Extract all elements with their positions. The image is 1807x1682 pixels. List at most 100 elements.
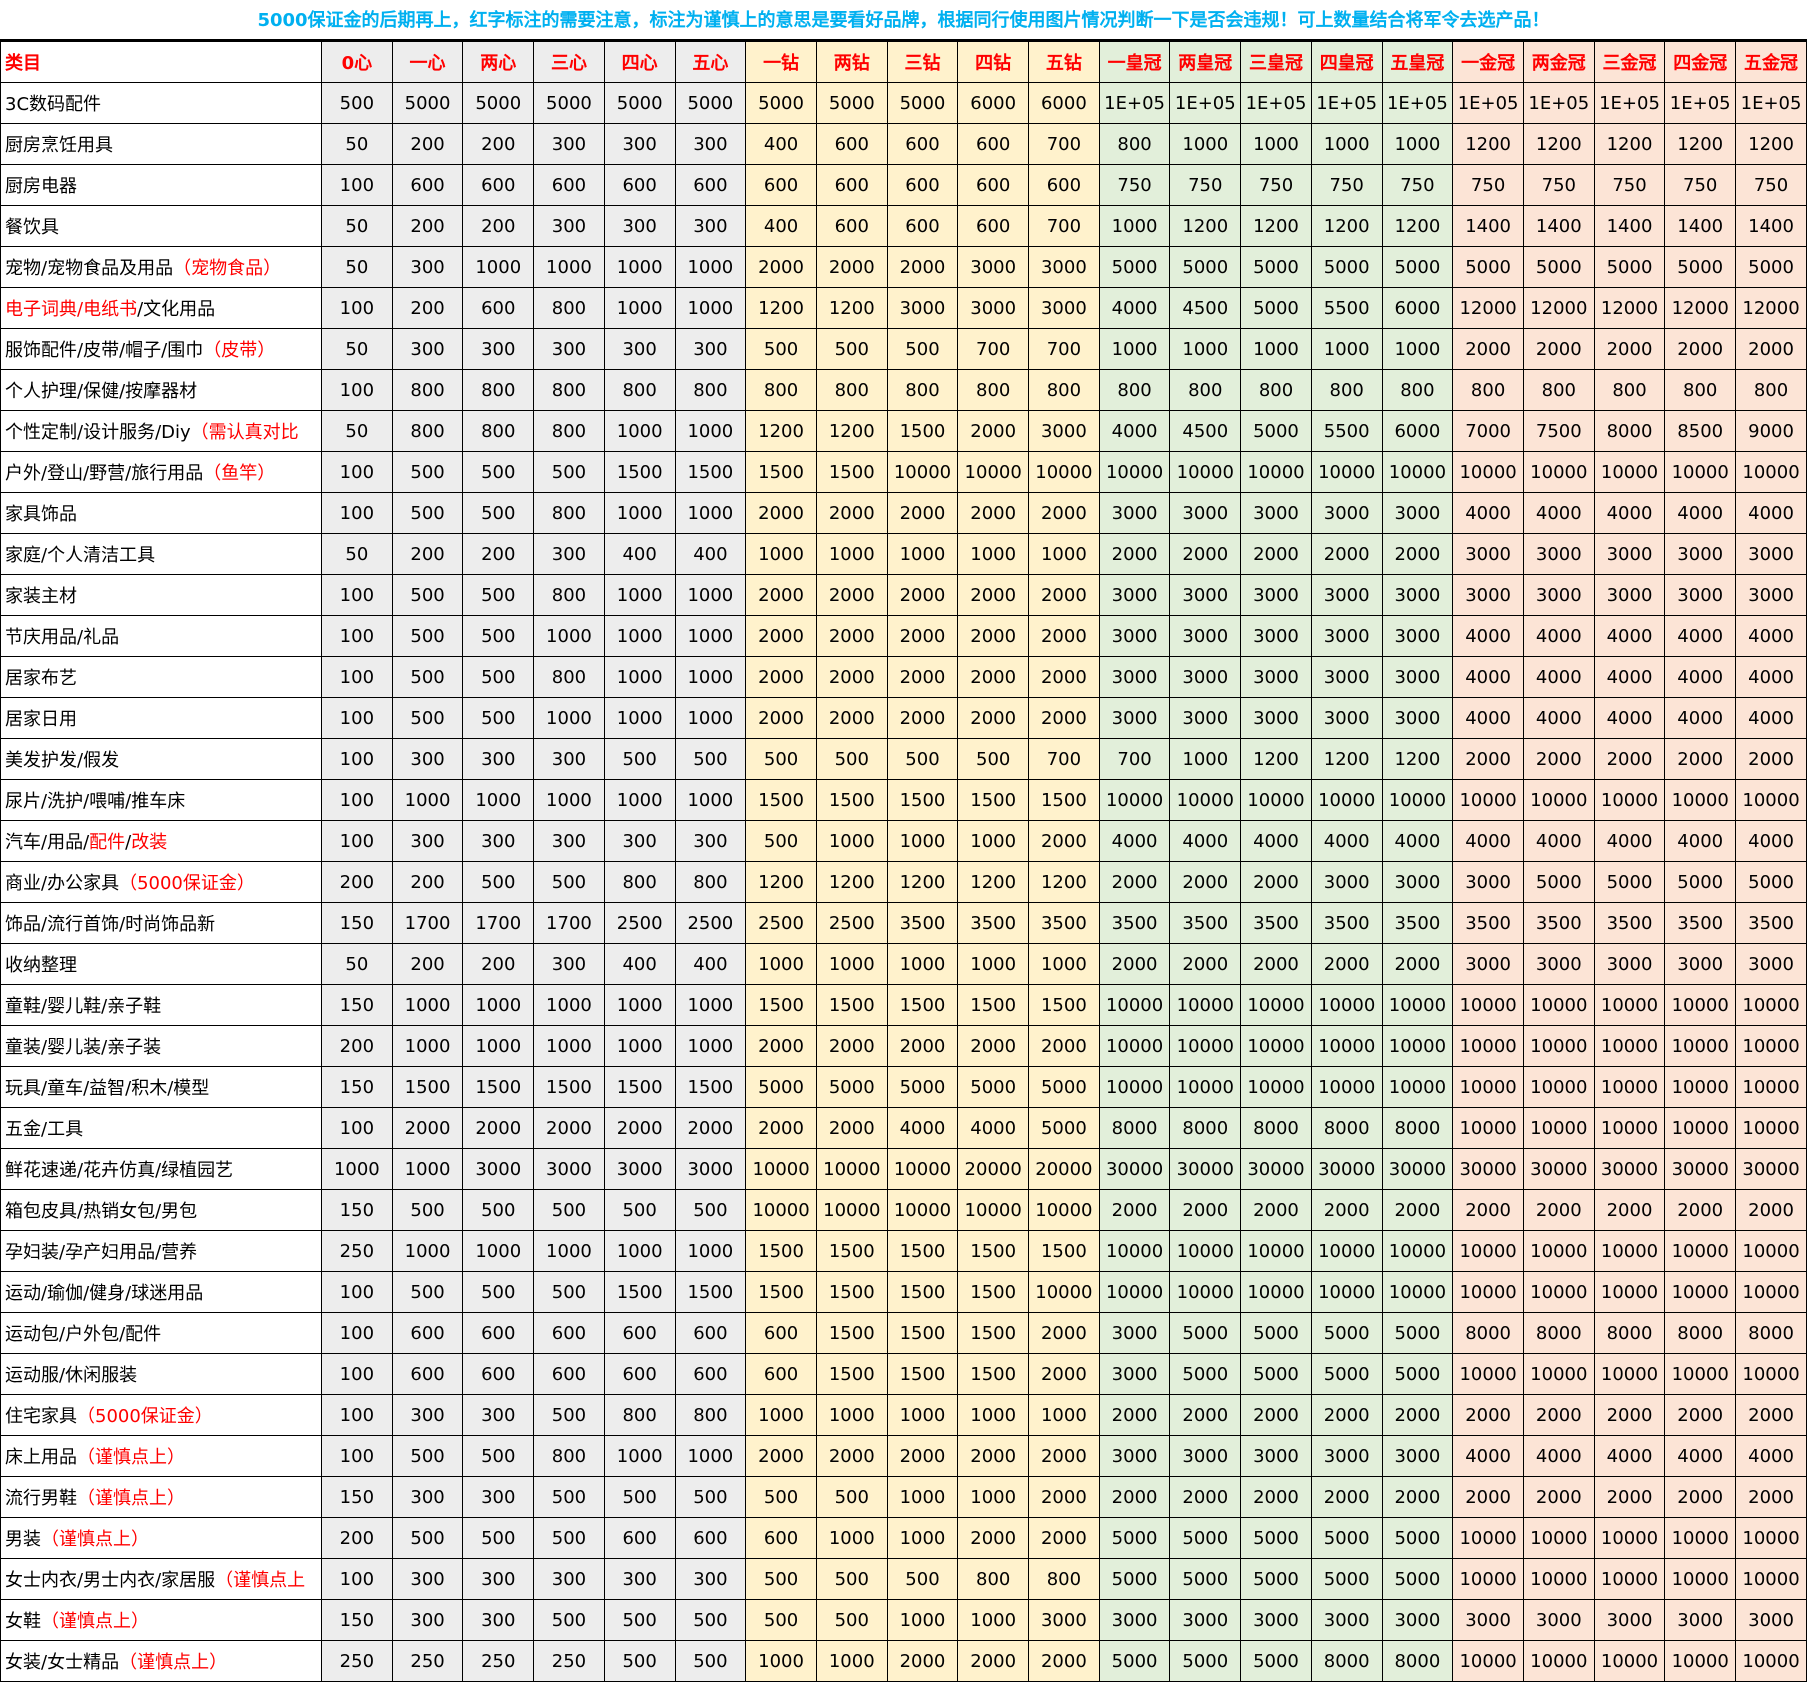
- value-cell[interactable]: 2000: [1664, 738, 1737, 780]
- value-cell[interactable]: 1500: [815, 1230, 888, 1272]
- value-cell[interactable]: 800: [603, 1394, 676, 1436]
- value-cell[interactable]: 2000: [1098, 1189, 1171, 1231]
- value-cell[interactable]: 100: [321, 1271, 393, 1313]
- value-cell[interactable]: 3000: [1240, 1599, 1312, 1641]
- value-cell[interactable]: 750: [1098, 164, 1171, 206]
- category-cell[interactable]: 箱包皮具/热销女包/男包: [0, 1189, 322, 1231]
- value-cell[interactable]: 5000: [1381, 246, 1454, 288]
- value-cell[interactable]: 1500: [533, 1066, 605, 1108]
- value-cell[interactable]: 1000: [745, 1394, 817, 1436]
- value-cell[interactable]: 1000: [957, 1599, 1030, 1641]
- value-cell[interactable]: 500: [462, 1189, 535, 1231]
- category-cell[interactable]: 厨房烹饪用具: [0, 123, 322, 165]
- value-cell[interactable]: 9000: [1735, 410, 1807, 452]
- value-cell[interactable]: 1000: [1310, 328, 1383, 370]
- value-cell[interactable]: 5000: [957, 1066, 1030, 1108]
- value-cell[interactable]: 400: [603, 533, 676, 575]
- value-cell[interactable]: 1000: [886, 1476, 959, 1518]
- value-cell[interactable]: 600: [674, 164, 747, 206]
- value-cell[interactable]: 1000: [957, 943, 1030, 985]
- value-cell[interactable]: 10000: [1664, 1230, 1737, 1272]
- value-cell[interactable]: 5000: [391, 82, 464, 124]
- value-cell[interactable]: 2000: [957, 697, 1030, 739]
- value-cell[interactable]: 4000: [1664, 1435, 1737, 1477]
- value-cell[interactable]: 600: [533, 164, 605, 206]
- value-cell[interactable]: 4000: [1664, 615, 1737, 657]
- value-cell[interactable]: 4000: [1735, 492, 1807, 534]
- value-cell[interactable]: 5000: [1028, 1066, 1100, 1108]
- value-cell[interactable]: 1500: [391, 1066, 464, 1108]
- value-cell[interactable]: 600: [815, 164, 888, 206]
- value-cell[interactable]: 800: [1028, 1558, 1100, 1600]
- value-cell[interactable]: 3000: [1381, 574, 1454, 616]
- value-cell[interactable]: 1000: [674, 656, 747, 698]
- value-cell[interactable]: 12000: [1593, 287, 1666, 329]
- value-cell[interactable]: 500: [321, 82, 393, 124]
- value-cell[interactable]: 10000: [1098, 779, 1171, 821]
- value-cell[interactable]: 10000: [1310, 779, 1383, 821]
- value-cell[interactable]: 50: [321, 410, 393, 452]
- value-cell[interactable]: 2000: [957, 615, 1030, 657]
- value-cell[interactable]: 500: [886, 738, 959, 780]
- value-cell[interactable]: 600: [603, 164, 676, 206]
- value-cell[interactable]: 10000: [1310, 1230, 1383, 1272]
- value-cell[interactable]: 10000: [1098, 1271, 1171, 1313]
- value-cell[interactable]: 1500: [886, 1230, 959, 1272]
- value-cell[interactable]: 800: [1735, 369, 1807, 411]
- value-cell[interactable]: 500: [815, 1558, 888, 1600]
- value-cell[interactable]: 5000: [1310, 1517, 1383, 1559]
- value-cell[interactable]: 1200: [1169, 205, 1242, 247]
- value-cell[interactable]: 100: [321, 738, 393, 780]
- value-cell[interactable]: 1000: [886, 533, 959, 575]
- value-cell[interactable]: 3500: [1240, 902, 1312, 944]
- value-cell[interactable]: 2000: [1028, 697, 1100, 739]
- value-cell[interactable]: 10000: [1593, 1025, 1666, 1067]
- value-cell[interactable]: 20000: [1028, 1148, 1100, 1190]
- value-cell[interactable]: 1500: [886, 779, 959, 821]
- value-cell[interactable]: 2000: [1735, 1189, 1807, 1231]
- value-cell[interactable]: 400: [745, 123, 817, 165]
- header-level[interactable]: 两皇冠: [1169, 41, 1242, 83]
- value-cell[interactable]: 1000: [957, 533, 1030, 575]
- value-cell[interactable]: 100: [321, 1312, 393, 1354]
- value-cell[interactable]: 1200: [1028, 861, 1100, 903]
- value-cell[interactable]: 10000: [1240, 1025, 1312, 1067]
- value-cell[interactable]: 10000: [1098, 1230, 1171, 1272]
- value-cell[interactable]: 400: [674, 943, 747, 985]
- value-cell[interactable]: 1500: [886, 1271, 959, 1313]
- value-cell[interactable]: 800: [1098, 123, 1171, 165]
- value-cell[interactable]: 2000: [1098, 1476, 1171, 1518]
- value-cell[interactable]: 2000: [1028, 1435, 1100, 1477]
- value-cell[interactable]: 5000: [886, 1066, 959, 1108]
- value-cell[interactable]: 600: [674, 1312, 747, 1354]
- value-cell[interactable]: 1500: [957, 1271, 1030, 1313]
- value-cell[interactable]: 10000: [1240, 779, 1312, 821]
- value-cell[interactable]: 500: [391, 1435, 464, 1477]
- value-cell[interactable]: 800: [886, 369, 959, 411]
- value-cell[interactable]: 100: [321, 164, 393, 206]
- value-cell[interactable]: 10000: [1593, 1640, 1666, 1682]
- value-cell[interactable]: 8000: [1240, 1107, 1312, 1149]
- value-cell[interactable]: 2000: [745, 492, 817, 534]
- value-cell[interactable]: 3000: [1169, 656, 1242, 698]
- value-cell[interactable]: 2000: [957, 492, 1030, 534]
- value-cell[interactable]: 4000: [1735, 697, 1807, 739]
- value-cell[interactable]: 300: [391, 738, 464, 780]
- value-cell[interactable]: 150: [321, 1599, 393, 1641]
- value-cell[interactable]: 2000: [957, 1025, 1030, 1067]
- value-cell[interactable]: 5000: [1240, 1517, 1312, 1559]
- value-cell[interactable]: 250: [462, 1640, 535, 1682]
- value-cell[interactable]: 700: [1028, 123, 1100, 165]
- value-cell[interactable]: 4000: [1169, 820, 1242, 862]
- value-cell[interactable]: 1200: [745, 861, 817, 903]
- value-cell[interactable]: 5000: [1098, 246, 1171, 288]
- value-cell[interactable]: 3500: [1735, 902, 1807, 944]
- value-cell[interactable]: 500: [957, 738, 1030, 780]
- value-cell[interactable]: 1500: [1028, 984, 1100, 1026]
- value-cell[interactable]: 5000: [1593, 861, 1666, 903]
- value-cell[interactable]: 800: [745, 369, 817, 411]
- value-cell[interactable]: 8000: [1735, 1312, 1807, 1354]
- value-cell[interactable]: 1000: [674, 984, 747, 1026]
- value-cell[interactable]: 3000: [1169, 1435, 1242, 1477]
- value-cell[interactable]: 10000: [1522, 1107, 1595, 1149]
